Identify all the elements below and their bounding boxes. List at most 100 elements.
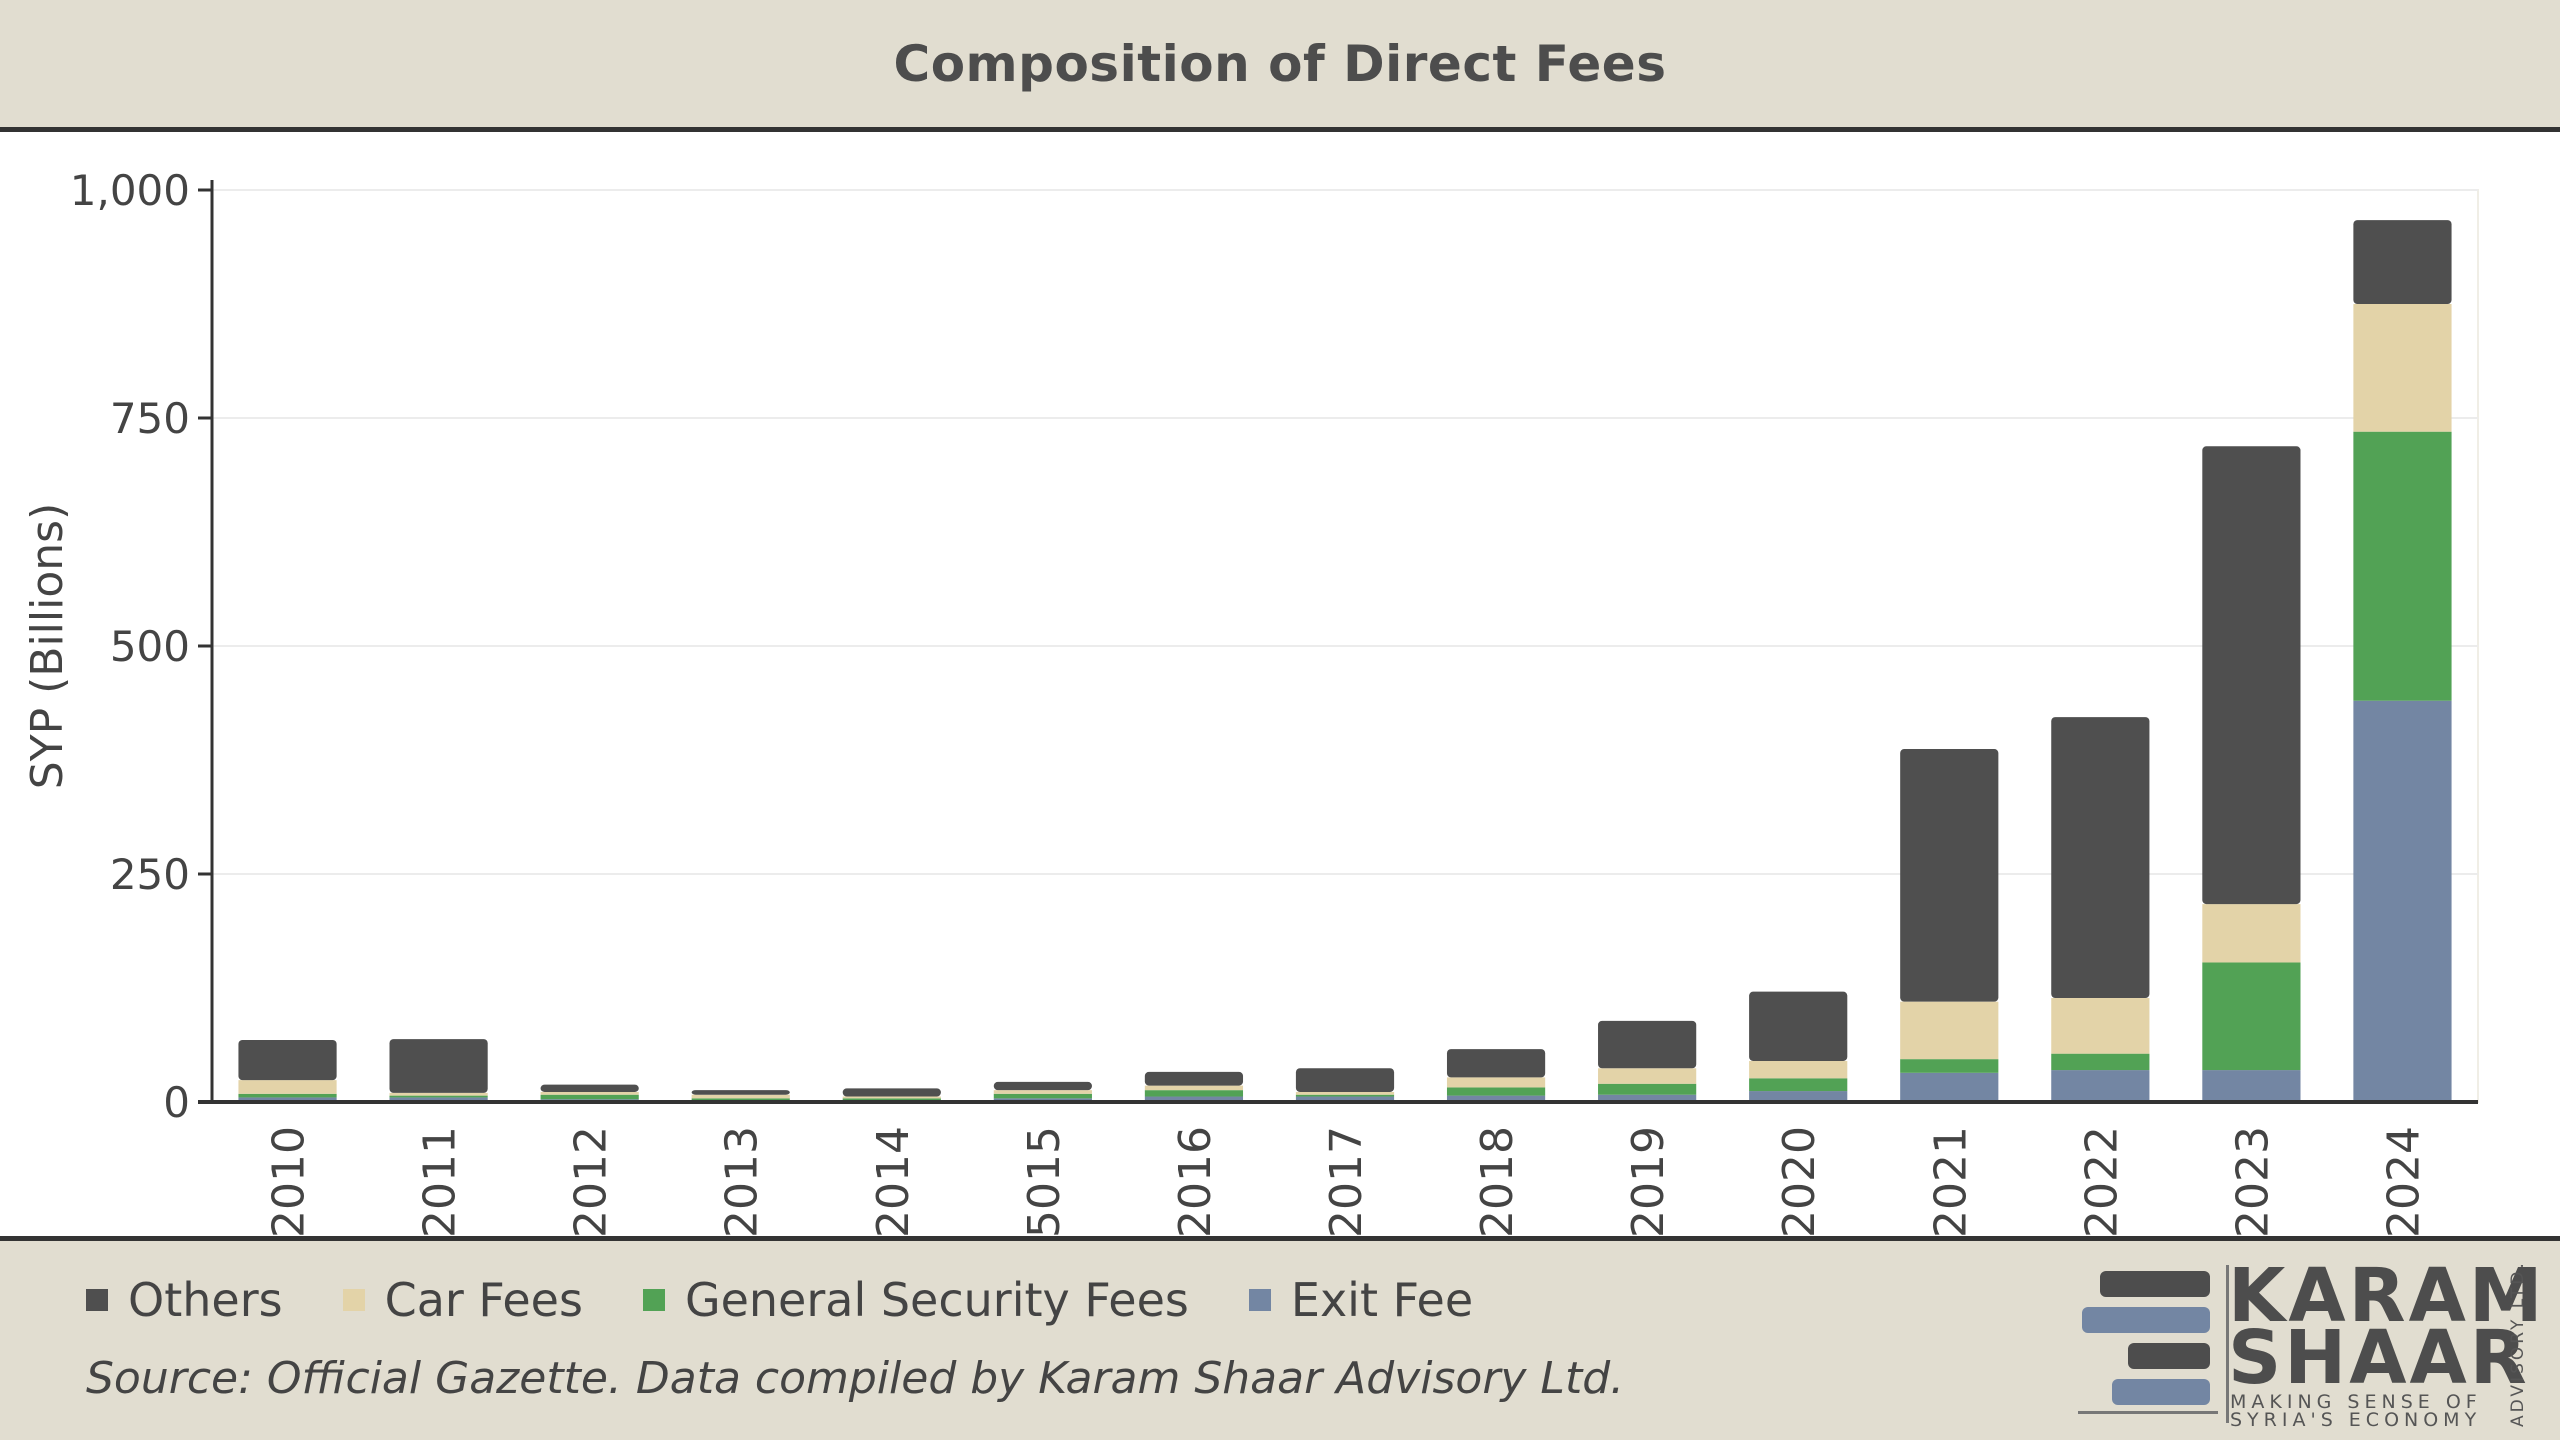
bar-segment-others — [1598, 1020, 1697, 1069]
logo-divider — [2226, 1265, 2229, 1423]
x-tick-label: 2014 — [868, 1126, 919, 1236]
chart-title: Composition of Direct Fees — [893, 34, 1667, 93]
legend-label: Car Fees — [384, 1273, 583, 1327]
x-tick-label: 2016 — [1170, 1126, 1221, 1236]
bar-segment-exit-fee — [1446, 1095, 1546, 1102]
bar-segment-general-security-fees — [1446, 1087, 1546, 1096]
legend-label: Others — [128, 1273, 283, 1327]
y-tick-label: 0 — [163, 1078, 190, 1127]
bar-segment-others — [1749, 991, 1848, 1061]
bar-segment-others — [1900, 749, 1999, 1002]
legend-label: Exit Fee — [1290, 1273, 1474, 1327]
legend-swatch — [86, 1289, 108, 1311]
x-tick-label: 2018 — [1472, 1126, 1523, 1236]
bar-segment-exit-fee — [1295, 1096, 1395, 1102]
karam-shaar-logo: KARAM SHAAR MAKING SENSE OF SYRIA'S ECON… — [2078, 1259, 2543, 1431]
bar-segment-exit-fee — [1749, 1091, 1848, 1102]
bar-segment-others — [1295, 1068, 1395, 1092]
bar-segment-others — [691, 1090, 790, 1095]
x-tick-label: 2010 — [264, 1126, 315, 1236]
bar-segment-general-security-fees — [691, 1098, 790, 1101]
legend-label: General Security Fees — [684, 1273, 1189, 1327]
x-tick-label: 5015 — [1019, 1126, 1070, 1236]
legend-item: General Security Fees — [642, 1273, 1189, 1327]
bar-segment-others — [2353, 220, 2452, 304]
chart-footer: Others Car Fees General Security Fees Exit … — [0, 1236, 2560, 1440]
bar-segment-car-fees — [389, 1092, 488, 1096]
x-tick-label: 2020 — [1774, 1126, 1825, 1236]
legend-swatch — [342, 1289, 365, 1311]
x-tick-label: 2021 — [1925, 1126, 1976, 1236]
bar-segment-car-fees — [2353, 304, 2452, 432]
logo-vertical-text: ADVISORY LTD. — [2508, 1260, 2528, 1427]
bar-segment-general-security-fees — [2051, 1053, 2150, 1071]
bar-segment-general-security-fees — [842, 1098, 941, 1101]
logo-word-2: SHAAR — [2228, 1315, 2530, 1401]
bar-segment-general-security-fees — [1598, 1083, 1697, 1095]
bar-segment-others — [238, 1039, 337, 1081]
x-tick-label: 2013 — [717, 1126, 768, 1236]
bar-segment-car-fees — [540, 1091, 639, 1095]
bar-segment-exit-fee — [1598, 1094, 1697, 1102]
bar-segment-car-fees — [1598, 1068, 1697, 1084]
chart-legend: Others Car Fees General Security Fees Exit … — [86, 1273, 1533, 1327]
bar-segment-others — [389, 1039, 488, 1093]
bar-segment-exit-fee — [389, 1097, 488, 1102]
bar-segment-general-security-fees — [1749, 1078, 1848, 1092]
y-tick-label: 1,000 — [70, 166, 190, 215]
chart-area: 0 250 500 750 1,000 2010 2011 2012 2013 2014 5015 2… — [0, 132, 2560, 1236]
y-tick-label: 750 — [110, 394, 190, 443]
bar-segment-exit-fee — [238, 1097, 337, 1102]
logo-tagline-2: SYRIA'S ECONOMY — [2230, 1409, 2482, 1431]
bar-segment-others — [540, 1084, 639, 1092]
bar-segment-car-fees — [993, 1090, 1092, 1094]
x-tick-label: 2011 — [415, 1126, 466, 1236]
bar-segment-others — [1144, 1071, 1244, 1086]
y-axis-label: SYP (Billions) — [22, 503, 73, 789]
bars — [238, 220, 2452, 1102]
x-tick-label: 2012 — [566, 1126, 617, 1236]
bar-segment-general-security-fees — [1295, 1094, 1395, 1097]
bar-segment-exit-fee — [1900, 1072, 1999, 1102]
bar-segment-general-security-fees — [1900, 1059, 1999, 1073]
bar-segment-general-security-fees — [1144, 1090, 1244, 1097]
bar-segment-exit-fee — [2202, 1070, 2301, 1102]
bar-segment-car-fees — [691, 1094, 790, 1099]
bar-segment-general-security-fees — [2353, 431, 2452, 701]
bar-segment-general-security-fees — [238, 1093, 337, 1098]
bar-segment-car-fees — [842, 1096, 941, 1099]
bar-segment-car-fees — [238, 1080, 337, 1094]
legend-swatch — [642, 1289, 665, 1311]
bar-segment-car-fees — [1446, 1077, 1546, 1088]
logo-tagline-1: MAKING SENSE OF — [2230, 1391, 2482, 1413]
stacked-bar-chart: 0 250 500 750 1,000 2010 2011 2012 2013 2014 5015 2… — [22, 166, 2479, 1236]
x-tick-label: 2022 — [2076, 1126, 2127, 1236]
x-tick-label: 2017 — [1321, 1126, 1372, 1236]
y-tick-label: 500 — [110, 622, 190, 671]
legend-item: Car Fees — [342, 1273, 583, 1327]
bar-segment-car-fees — [1144, 1085, 1244, 1091]
bar-segment-others — [993, 1081, 1092, 1091]
y-tick-label: 250 — [110, 850, 190, 899]
bar-segment-exit-fee — [2353, 700, 2452, 1102]
bar-segment-exit-fee — [1144, 1096, 1244, 1102]
bar-segment-general-security-fees — [993, 1093, 1092, 1099]
legend-item: Others — [86, 1273, 283, 1327]
bar-segment-general-security-fees — [540, 1094, 639, 1100]
x-tick-label: 2019 — [1623, 1126, 1674, 1236]
axes: 0 250 500 750 1,000 2010 2011 2012 2013 2014 5015 2… — [70, 166, 2478, 1236]
x-tick-label: 2023 — [2227, 1126, 2278, 1236]
bar-segment-general-security-fees — [2202, 962, 2301, 1071]
bar-segment-others — [1446, 1049, 1546, 1078]
bar-segment-others — [2202, 446, 2301, 905]
bar-segment-others — [2051, 717, 2150, 999]
bar-segment-car-fees — [2051, 998, 2150, 1054]
bar-segment-others — [842, 1088, 941, 1097]
bar-segment-general-security-fees — [389, 1095, 488, 1098]
bar-segment-exit-fee — [2051, 1070, 2150, 1102]
bar-segment-car-fees — [1900, 1001, 1999, 1060]
legend-item: Exit Fee — [1248, 1273, 1474, 1327]
legend-swatch — [1248, 1289, 1271, 1311]
bar-segment-car-fees — [1295, 1091, 1395, 1095]
logo-bars-icon — [2078, 1259, 2218, 1429]
